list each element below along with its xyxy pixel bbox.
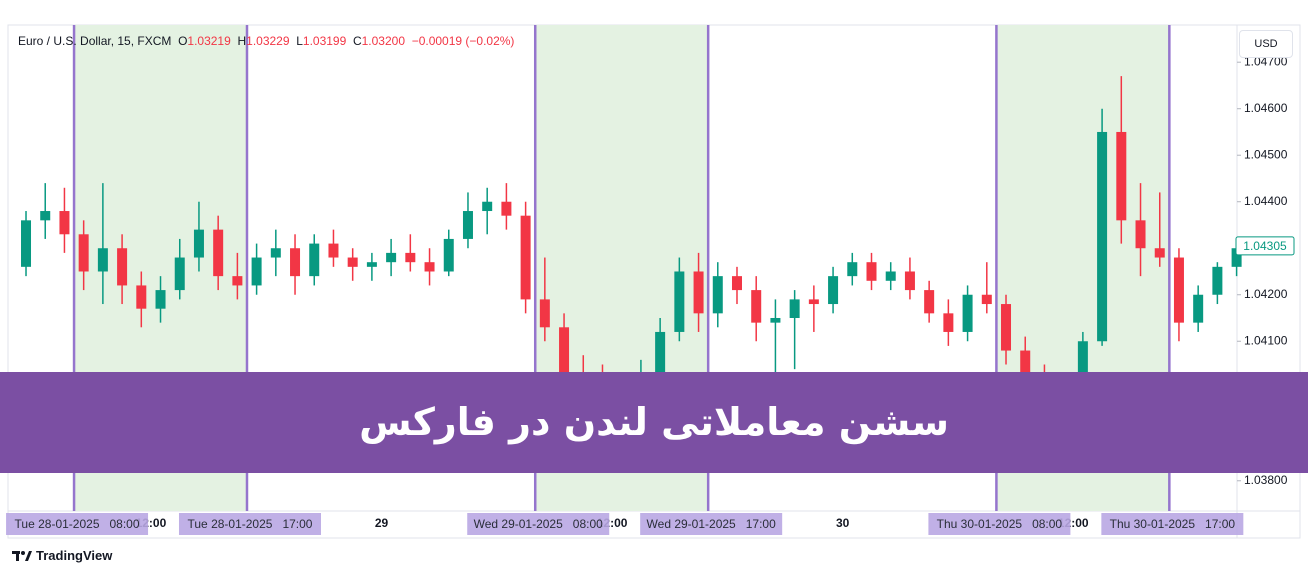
session-time-box	[640, 513, 783, 535]
candle-body	[1116, 131, 1127, 221]
candle-body	[962, 294, 973, 332]
candle-body	[40, 211, 51, 221]
candle-body	[117, 248, 128, 286]
session-time-label: Tue 28-01-2025 17:00	[188, 517, 313, 531]
candle-body	[386, 252, 397, 263]
brand-name: TradingView	[36, 548, 113, 563]
candle-body	[213, 229, 224, 277]
session-time-label: Wed 29-01-2025 17:00	[647, 517, 777, 531]
ohlc-label: H	[237, 34, 247, 48]
candle-body	[1231, 248, 1242, 267]
session-time-label: Thu 30-01-2025 17:00	[1110, 517, 1236, 531]
candle-body	[405, 252, 416, 263]
currency-button[interactable]: USD	[1239, 30, 1293, 58]
candle-body	[232, 276, 243, 286]
candle-body	[482, 201, 493, 212]
session-time-box	[467, 513, 610, 535]
y-tick-label: 1.04400	[1244, 194, 1288, 208]
candle-body	[347, 257, 358, 267]
y-tick-label: 1.03800	[1244, 473, 1288, 487]
candle-body	[520, 215, 531, 300]
candle-body	[155, 290, 166, 309]
x-tick-label: 30	[836, 516, 850, 530]
candle-body	[443, 238, 454, 272]
candle-body	[1173, 257, 1184, 323]
candle-body	[655, 331, 666, 374]
candle-body	[693, 271, 704, 314]
brand-logo[interactable]: TradingView	[12, 548, 112, 563]
candle-body	[1001, 304, 1012, 351]
candle-body	[731, 276, 742, 291]
ohlc-label: O	[178, 34, 188, 48]
candle-body	[59, 211, 70, 235]
candle-body	[1020, 350, 1031, 379]
symbol: Euro / U.S. Dollar, 15, FXCM	[18, 34, 172, 48]
candle-body	[1212, 266, 1223, 295]
session-time-box	[928, 513, 1071, 535]
candle-body	[21, 220, 32, 267]
session-time-box	[6, 513, 149, 535]
y-tick-label: 1.04100	[1244, 333, 1288, 347]
banner: سشن معاملاتی لندن در فارکس	[0, 372, 1308, 473]
candle-body	[847, 262, 858, 277]
last-price-label: 1.04305	[1243, 239, 1287, 253]
candle-body	[789, 299, 800, 318]
candle-body	[1097, 131, 1108, 342]
candle-body	[1135, 220, 1146, 249]
candle-body	[559, 327, 570, 374]
candle-body	[674, 271, 685, 332]
candle-body	[193, 229, 204, 258]
session-time-label: Thu 30-01-2025 08:00	[937, 517, 1063, 531]
candle-body	[424, 262, 435, 272]
candle-body	[136, 285, 147, 309]
candle-body	[251, 257, 262, 286]
session-time-label: Wed 29-01-2025 08:00	[474, 517, 604, 531]
candle-body	[78, 234, 89, 272]
candle-body	[866, 262, 877, 281]
session-time-box	[178, 513, 321, 535]
candle-body	[904, 271, 915, 291]
session-time-label: Tue 28-01-2025 08:00	[15, 517, 140, 531]
candle-body	[366, 262, 377, 267]
candle-body	[290, 248, 301, 277]
candle-body	[770, 317, 781, 323]
candle-body	[1193, 294, 1204, 323]
candle-body	[712, 276, 723, 314]
session-time-box	[1101, 513, 1244, 535]
candle-body	[501, 201, 512, 216]
y-tick-label: 1.04500	[1244, 147, 1288, 161]
candle-body	[309, 243, 320, 277]
ohlc-value: 1.03219	[187, 34, 231, 48]
candle-body	[924, 290, 935, 314]
y-tick-label: 1.04600	[1244, 101, 1288, 115]
candle-body	[270, 248, 281, 258]
candle-body	[1154, 248, 1165, 258]
brand-icon	[12, 550, 32, 561]
candle-body	[751, 290, 762, 323]
candle-body	[943, 313, 954, 332]
x-tick-label: 29	[375, 516, 389, 530]
ohlc-label: C	[352, 34, 362, 48]
candle-body	[97, 248, 108, 272]
ohlc-label: L	[296, 34, 303, 48]
candle-body	[174, 257, 185, 291]
ohlc-value: 1.03200	[361, 34, 406, 48]
candle-body	[981, 294, 992, 305]
last-price-tag	[1235, 236, 1295, 256]
candle-body	[539, 299, 550, 328]
ohlc-value: 1.03229	[246, 34, 290, 48]
symbol-legend: Euro / U.S. Dollar, 15, FXCM O1.03219 H1…	[18, 34, 514, 48]
change: −0.00019 (−0.02%)	[411, 34, 515, 48]
candle-body	[828, 276, 839, 305]
banner-text: سشن معاملاتی لندن در فارکس	[359, 400, 949, 444]
candle-body	[328, 243, 339, 258]
ohlc-value: 1.03199	[302, 34, 347, 48]
candle-body	[885, 271, 896, 281]
y-tick-label: 1.04200	[1244, 287, 1288, 301]
candle-body	[462, 211, 473, 239]
candle-body	[808, 299, 819, 305]
